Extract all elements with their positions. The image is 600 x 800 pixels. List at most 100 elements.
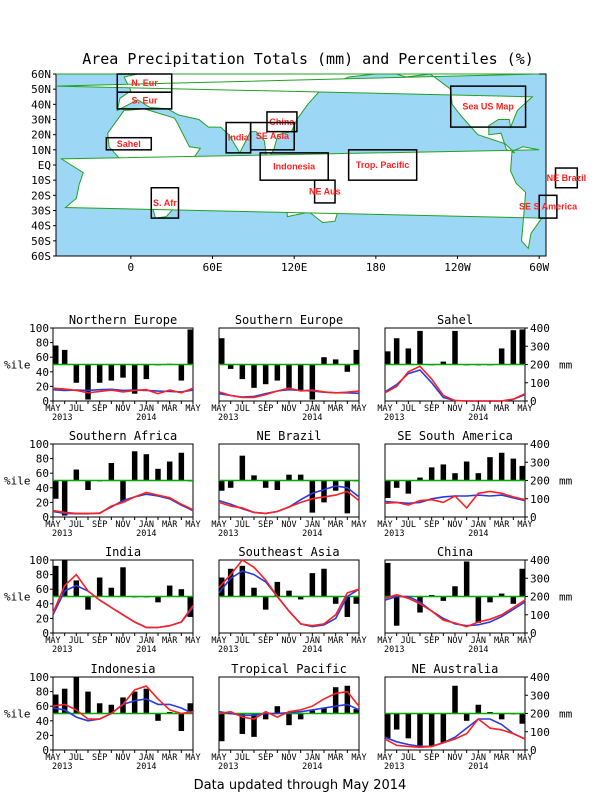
percentile-bar (510, 458, 517, 481)
year-label: 2014 (468, 762, 488, 772)
year-label: 2014 (136, 645, 156, 655)
percentile-bar (143, 454, 150, 481)
world-map: N. Eur S. Eur Sahel China India SE Asia Indone… (31, 68, 586, 274)
percentile-bar (393, 338, 400, 365)
pct-tick-label: 80 (36, 337, 49, 350)
percentile-bar (452, 685, 458, 714)
percentile-bar (166, 585, 173, 597)
percentile-bar (440, 596, 447, 601)
pct-axis-label: %ile (4, 708, 31, 721)
month-label: JUL (401, 404, 416, 414)
month-label: JAN (305, 404, 320, 414)
region-label-2: S. Eur (131, 96, 158, 106)
percentile-bar (286, 364, 292, 388)
observed-precip-line (52, 491, 194, 515)
percentile-bar (393, 713, 400, 730)
lon-tick-label: 120W (444, 261, 471, 274)
month-label: JAN (471, 520, 486, 530)
region-label-10: S. Afr (153, 198, 177, 208)
percentile-bar (297, 596, 304, 600)
percentile-bar (73, 677, 80, 714)
panel-title: India (105, 545, 141, 559)
month-label: SEP (92, 753, 107, 763)
percentile-bar (251, 713, 257, 737)
region-label-5: India (228, 133, 250, 143)
percentile-bar (475, 704, 482, 714)
region-box-10 (150, 187, 180, 219)
lat-tick-label: EQ (38, 159, 51, 172)
observed-precip-line (218, 387, 360, 399)
month-label: MAY (211, 753, 226, 763)
percentile-bar (321, 480, 327, 503)
percentile-bar (219, 577, 225, 597)
percentile-bar (155, 713, 161, 721)
region-label-1: N. Eur (131, 78, 158, 88)
region-label-11: Sea US Map (462, 102, 514, 112)
mm-tick-label: 200 (530, 591, 550, 604)
percentile-bar (73, 469, 80, 481)
month-label: MAR (162, 636, 178, 646)
observed-precip-line (218, 690, 360, 720)
percentile-bar (385, 480, 391, 499)
pct-tick-label: 60 (36, 351, 49, 364)
percentile-bar (239, 364, 246, 380)
panel-title: Tropical Pacific (231, 662, 347, 676)
lat-tick-label: 20N (31, 129, 51, 142)
percentile-bar (262, 596, 269, 610)
mm-axis-label: mm (559, 591, 573, 604)
panel-title: Southern Africa (69, 429, 177, 443)
pct-tick-label: 80 (36, 569, 49, 582)
percentile-bar (274, 581, 281, 597)
lat-tick-label: 60S (31, 250, 51, 263)
percentile-bar (187, 329, 193, 365)
percentile-bar (108, 587, 115, 597)
month-label: MAY (185, 636, 200, 646)
percentile-bar (385, 351, 391, 365)
percentile-bar (344, 596, 351, 617)
percentile-bar (452, 473, 458, 481)
percentile-bar (73, 580, 80, 597)
percentile-bar (120, 480, 126, 503)
panel-title: Indonesia (90, 662, 155, 676)
percentile-bar (519, 465, 525, 481)
year-label: 2013 (218, 413, 238, 423)
month-label: SEP (92, 520, 107, 530)
month-label: MAR (328, 520, 344, 530)
region-box-4 (266, 111, 298, 133)
month-label: MAY (45, 520, 60, 530)
percentile-bar (178, 364, 185, 381)
month-label: NOV (281, 404, 296, 414)
percentile-bar (498, 348, 505, 365)
pct-tick-label: 20 (36, 729, 49, 742)
observed-precip-line (384, 593, 526, 628)
percentile-bar (262, 364, 269, 385)
pct-tick-label: 20 (36, 496, 49, 509)
percentile-bar (344, 480, 351, 514)
month-label: MAR (494, 404, 510, 414)
month-label: SEP (258, 636, 273, 646)
month-label: MAR (162, 753, 178, 763)
percentile-bar (519, 568, 525, 597)
percentile-bar (61, 349, 68, 365)
region-label-6: SE Asia (256, 131, 290, 141)
percentile-bar (227, 568, 234, 597)
percentile-bar (297, 713, 304, 720)
percentile-bar (73, 364, 80, 383)
percentile-bar (321, 568, 327, 597)
percentile-bar (463, 461, 470, 481)
month-label: JUL (401, 753, 416, 763)
pct-axis-label: %ile (4, 475, 31, 488)
month-label: JAN (471, 753, 486, 763)
month-label: JUL (235, 520, 250, 530)
region-label-3: Sahel (117, 139, 141, 149)
percentile-bar (143, 364, 150, 380)
panel-title: SE South America (397, 429, 513, 443)
region-box-8 (347, 149, 418, 181)
percentile-bar (385, 562, 391, 597)
